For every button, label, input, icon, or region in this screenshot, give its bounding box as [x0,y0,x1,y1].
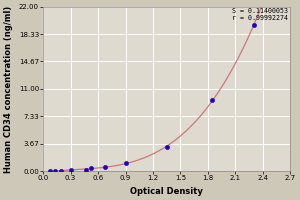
Point [251,24,256,27]
Point [164,146,169,149]
Text: S = 0.11400053
r = 0.99992274: S = 0.11400053 r = 0.99992274 [232,8,288,21]
Point [210,99,215,102]
Point [103,165,108,168]
Point [68,169,73,172]
X-axis label: Optical Density: Optical Density [130,187,203,196]
Point [48,170,53,173]
Point [84,168,88,171]
Point [59,169,64,172]
Y-axis label: Human CD34 concentration (ng/ml): Human CD34 concentration (ng/ml) [4,5,13,173]
Point [88,167,93,170]
Point [52,170,57,173]
Point [123,161,128,164]
